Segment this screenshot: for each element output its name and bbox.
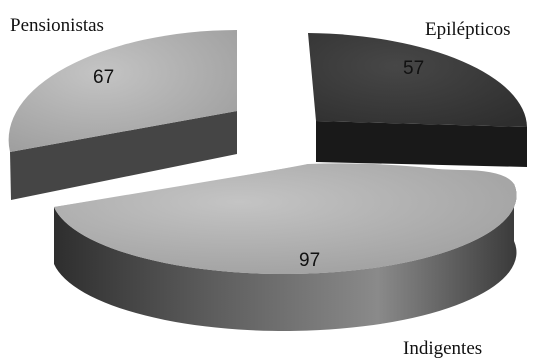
data-label-pensionistas: 67	[93, 67, 114, 88]
slice-pensionistas-side	[10, 111, 237, 200]
slice-pensionistas	[8, 30, 238, 200]
slice-label-pensionistas: Pensionistas	[10, 15, 104, 36]
slice-epilepticos-top	[308, 33, 527, 127]
slice-indigentes	[54, 163, 517, 332]
slice-label-indigentes: Indigentes	[403, 338, 482, 359]
slice-label-epilepticos: Epilépticos	[425, 19, 510, 40]
data-label-epilepticos: 57	[403, 58, 424, 79]
slice-indigentes-top-main	[54, 163, 517, 275]
slice-epilepticos-side	[316, 121, 527, 167]
slice-epilepticos	[308, 33, 527, 167]
data-label-indigentes: 97	[299, 250, 320, 271]
slice-pensionistas-top	[8, 30, 238, 152]
slice-indigentes-side	[54, 184, 517, 332]
